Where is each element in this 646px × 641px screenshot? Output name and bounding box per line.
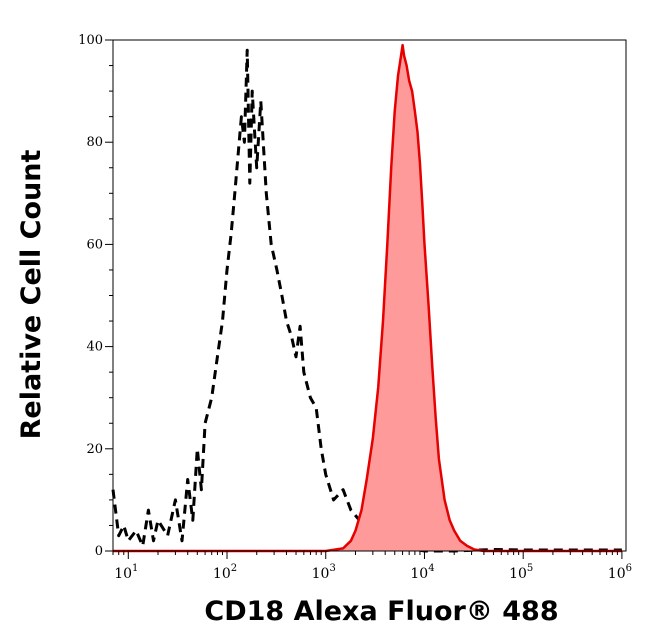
y-axis-title: Relative Cell Count [16, 150, 47, 440]
series-1-line [113, 43, 622, 553]
y-tick-label: 100 [78, 33, 103, 48]
x-tick-label: 103 [312, 563, 336, 582]
y-tick-label: 60 [86, 237, 103, 252]
y-tick-label: 40 [86, 340, 103, 355]
axes: 0 20 40 60 80 100 101 102 103 104 105 106 [78, 33, 632, 582]
x-tick-label: 101 [114, 563, 138, 582]
x-tick-label: 102 [213, 563, 237, 582]
x-tick-label: 104 [410, 563, 434, 582]
y-tick-label: 20 [86, 442, 103, 457]
x-tick-label: 106 [608, 563, 632, 582]
y-tick-label: 0 [95, 544, 103, 559]
y-tick-label: 80 [86, 135, 103, 150]
x-axis-title: CD18 Alexa Fluor® 488 [204, 596, 558, 627]
plot-area [111, 43, 622, 553]
x-tick-label: 105 [509, 563, 533, 582]
